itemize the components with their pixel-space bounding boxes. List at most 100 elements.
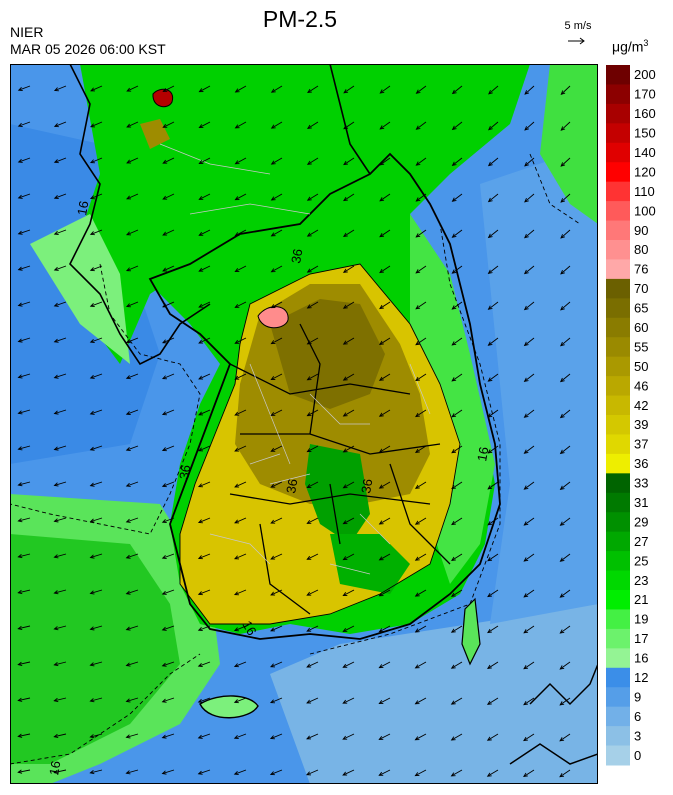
wind-arrow-icon — [126, 661, 139, 666]
legend-color-50 — [606, 356, 630, 377]
wind-arrow-icon — [54, 337, 67, 343]
wind-arrow-icon — [90, 301, 103, 307]
wind-arrowhead-icon — [487, 449, 493, 454]
wind-arrowhead-icon — [306, 663, 312, 668]
wind-arrowhead-icon — [89, 374, 95, 379]
wind-arrowhead-icon — [126, 123, 132, 128]
wind-arrow-icon — [307, 265, 319, 273]
wind-arrow-icon — [452, 121, 463, 130]
wind-arrow-icon — [90, 481, 103, 487]
legend-label-120: 120 — [634, 164, 656, 179]
wind-scale-arrow-icon — [568, 37, 585, 45]
wind-arrowhead-icon — [560, 234, 565, 239]
wind-arrow-icon — [234, 481, 247, 488]
wind-arrowhead-icon — [307, 88, 312, 94]
wind-arrowhead-icon — [559, 701, 565, 706]
wind-arrowhead-icon — [125, 770, 131, 775]
wind-arrowhead-icon — [378, 664, 384, 669]
wind-arrowhead-icon — [523, 593, 529, 598]
wind-arrowhead-icon — [53, 159, 59, 164]
agency-label: NIER — [10, 24, 44, 40]
wind-arrowhead-icon — [53, 662, 59, 667]
wind-arrowhead-icon — [89, 626, 95, 631]
wind-arrow-icon — [162, 337, 175, 344]
wind-arrow-icon — [451, 769, 463, 777]
wind-arrow-icon — [379, 373, 391, 381]
legend-color-150 — [606, 123, 630, 144]
wind-arrow-icon — [162, 265, 175, 272]
wind-arrowhead-icon — [161, 375, 167, 380]
wind-arrowhead-icon — [378, 700, 384, 704]
wind-arrowhead-icon — [487, 485, 493, 490]
wind-arrow-icon — [270, 517, 283, 524]
wind-arrow-icon — [90, 553, 103, 558]
wind-arrow-icon — [524, 121, 535, 131]
wind-arrowhead-icon — [523, 629, 529, 634]
wind-arrow-icon — [271, 85, 283, 93]
legend-color-31 — [606, 492, 630, 513]
legend-color-39 — [606, 415, 630, 435]
wind-arrowhead-icon — [560, 270, 565, 275]
wind-arrowhead-icon — [161, 698, 167, 703]
wind-arrow-icon — [523, 625, 535, 634]
province-borders — [229, 323, 451, 615]
wind-arrowhead-icon — [559, 449, 565, 455]
wind-arrowhead-icon — [198, 303, 204, 308]
clean-green-south — [330, 534, 410, 594]
wind-arrowhead-icon — [450, 772, 456, 777]
contour-label: 36 — [176, 464, 193, 481]
wind-arrowhead-icon — [89, 734, 95, 739]
wind-arrowhead-icon — [378, 448, 384, 453]
wind-arrow-icon — [415, 373, 427, 381]
legend-label-200: 200 — [634, 67, 656, 82]
wind-arrow-icon — [198, 697, 211, 703]
wind-arrowhead-icon — [487, 557, 493, 562]
contour-36 — [179, 263, 461, 625]
wind-arrowhead-icon — [125, 303, 131, 308]
legend-label-25: 25 — [634, 553, 648, 568]
wind-arrowhead-icon — [306, 735, 312, 740]
wind-arrow-icon — [126, 337, 139, 343]
wind-arrowhead-icon — [89, 267, 95, 272]
wind-arrowhead-icon — [198, 88, 204, 93]
wind-arrow-icon — [270, 697, 283, 704]
wind-arrowhead-icon — [414, 736, 420, 741]
wind-arrow-icon — [54, 553, 67, 558]
wind-arrowhead-icon — [342, 735, 348, 740]
sea-east-light — [480, 144, 598, 624]
wind-arrowhead-icon — [197, 555, 203, 560]
wind-arrowhead-icon — [270, 591, 276, 596]
contour-label: 16 — [239, 618, 259, 638]
wind-arrowhead-icon — [559, 557, 565, 562]
wind-arrowhead-icon — [343, 160, 348, 166]
legend-color-37 — [606, 434, 630, 455]
wind-arrowhead-icon — [343, 89, 349, 94]
wind-arrow-icon — [18, 589, 31, 594]
wind-arrow-icon — [198, 445, 211, 452]
wind-arrowhead-icon — [560, 126, 566, 131]
legend-label-33: 33 — [634, 476, 648, 491]
wind-arrowhead-icon — [306, 412, 312, 417]
wind-arrow-icon — [271, 229, 283, 237]
wind-arrow-icon — [342, 769, 355, 776]
wind-arrowhead-icon — [523, 449, 529, 454]
legend-color-33 — [606, 473, 630, 494]
wind-arrowhead-icon — [559, 665, 565, 670]
wind-arrow-icon — [18, 373, 31, 378]
wind-arrow-icon — [559, 733, 571, 742]
wind-arrow-icon — [307, 85, 319, 93]
wind-arrow-icon — [234, 589, 247, 596]
wind-arrow-icon — [54, 121, 67, 127]
wind-arrowhead-icon — [126, 87, 132, 92]
wind-arrow-icon — [415, 517, 427, 525]
wind-arrowhead-icon — [415, 125, 421, 130]
wind-arrow-icon — [306, 589, 319, 596]
wind-arrowhead-icon — [414, 628, 420, 633]
wind-arrow-icon — [523, 769, 535, 777]
wind-arrow-icon — [126, 517, 139, 523]
wind-arrow-icon — [560, 373, 571, 382]
wind-arrow-icon — [524, 193, 535, 203]
wind-arrowhead-icon — [378, 412, 384, 417]
wind-arrow-icon — [162, 373, 175, 380]
legend-unit: μg/m3 — [612, 38, 649, 55]
